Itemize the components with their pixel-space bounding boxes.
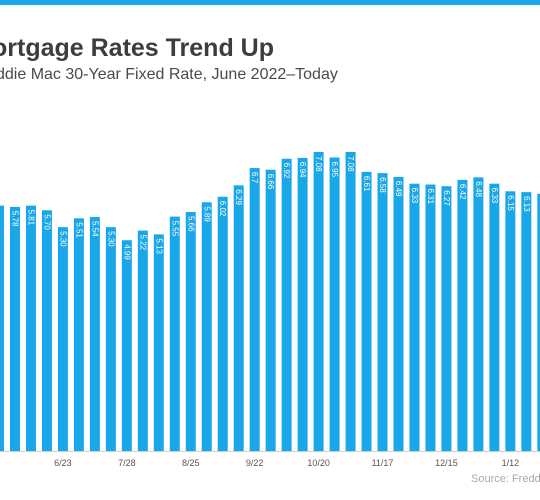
bar [233,185,244,452]
bar [345,152,356,451]
x-tick-label: 10/20 [307,458,330,468]
bar-value-label: 6.95 [330,161,339,177]
bar [393,176,404,452]
bar-value-label: 5.30 [106,231,115,247]
bar-value-label: 6.48 [474,181,483,197]
bar [409,183,420,452]
bar-value-label: 5.30 [58,231,67,247]
bar-value-label: 6.15 [506,195,515,211]
bar-value-label: 5.70 [42,214,51,230]
x-tick-label: 1/12 [502,458,520,468]
bar-value-label: 6.49 [394,181,403,197]
bar [0,205,4,451]
bar [377,173,388,451]
bar-value-label: 6.7 [250,172,259,184]
bar [521,192,532,451]
bar [313,152,324,451]
bar [25,205,36,451]
bar [185,211,196,451]
bar-value-label: 5.55 [170,221,179,237]
bar [137,230,148,451]
bar-value-label: 6.31 [426,189,435,205]
bar-value-label: 5.54 [90,221,99,237]
bar [153,234,164,451]
bar [41,210,52,451]
bar-value-label: 4.99 [122,244,131,260]
bar-value-label: 7.08 [314,156,323,172]
x-tick-label: 9/22 [246,458,264,468]
x-tick-label: 11/17 [372,458,394,468]
bar [9,206,20,451]
bar-value-label: 6.58 [378,177,387,193]
bar [537,193,540,451]
bar-value-label: 6.09 [538,198,540,214]
bar-value-label: 5.89 [202,206,211,222]
bar [457,179,468,451]
bar [329,157,340,452]
bar-value-label: 6.42 [458,184,467,200]
bar-value-label: 7.08 [346,156,355,172]
bar [265,169,276,452]
bar-value-label: 5.81 [26,210,35,226]
bar-value-label: 6.33 [490,188,499,204]
bar-value-label: 6.66 [266,174,275,190]
bar-value-label: 6.92 [282,163,291,179]
bar-value-label: 5.13 [154,238,163,254]
top-accent-rule [0,0,540,5]
bar-value-label: 6.61 [362,176,371,192]
bar [297,157,308,451]
bar [249,168,260,452]
bar [217,196,228,451]
bar [281,158,292,451]
bar [105,227,116,451]
bar [361,171,372,451]
bar-value-label: 5.66 [186,216,195,232]
source-note: Source: Fredd [471,473,540,485]
x-tick-label: 8/25 [182,458,200,468]
bar-value-label: 5.22 [138,235,147,251]
bar-value-label: 6.27 [442,190,451,206]
bar-value-label: 5.78 [10,211,19,227]
bar [57,227,68,451]
chart-subtitle: ddie Mac 30-Year Fixed Rate, June 2022–T… [0,66,338,83]
bar [441,186,452,451]
bar [473,177,484,451]
chart-title: ortgage Rates Trend Up [0,34,274,62]
bar [425,184,436,451]
bar [89,217,100,451]
bar [73,218,84,451]
x-tick-label: 6/23 [54,458,72,468]
bar [505,191,516,451]
bar-value-label: 6.02 [218,201,227,217]
bar [121,240,132,451]
bar-value-label: 6.29 [234,189,243,205]
bar-value-label: 5.51 [74,222,83,238]
bar-value-label: 6.94 [298,162,307,178]
x-tick-label: 12/15 [435,458,458,468]
bar [201,202,212,451]
x-tick-label: 7/28 [118,458,136,468]
bar-value-label: 6.33 [410,188,419,204]
bar-value-label: 6.13 [522,196,531,212]
bar [489,183,500,452]
bar [169,216,180,451]
